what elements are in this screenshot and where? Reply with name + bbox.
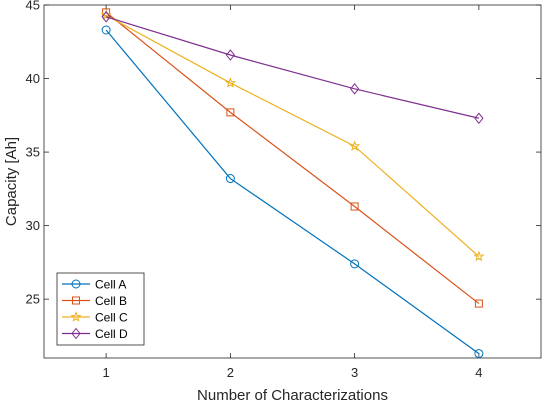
diamond-point [101,10,111,23]
circle-point [350,259,360,269]
x-tick-label: 3 [351,365,358,380]
y-tick-label: 45 [26,0,40,13]
legend-marker [71,279,81,289]
series-cell-c [100,9,485,262]
circle-point [101,25,111,35]
legend-item: Cell B [62,294,127,308]
y-tick-label: 25 [26,292,40,307]
star-point [473,250,485,262]
legend-label: Cell A [95,278,126,292]
series-line [105,29,480,355]
star-point [349,140,361,151]
x-tick-label: 1 [103,365,110,380]
x-axis-title: Number of Characterizations [197,387,388,404]
star-point [224,77,236,88]
legend-item: Cell D [62,327,128,341]
series-cell-d [101,10,484,125]
square-point [350,202,359,211]
diamond-point [474,112,484,125]
diamond-point [349,83,360,95]
legend-label: Cell C [95,311,128,325]
square-point [474,299,483,308]
y-tick-label: 40 [26,71,40,86]
legend-marker [70,311,82,322]
x-tick-label: 2 [227,365,234,380]
series-line [105,16,480,119]
legend-marker [72,296,80,305]
series-layer [100,8,485,359]
legend-label: Cell B [95,294,127,308]
series-cell-a [101,25,484,359]
series-cell-b [102,8,483,308]
y-axis-title: Capacity [Ah] [3,137,20,226]
legend: Cell A Cell B Cell C Cell D [56,272,145,346]
legend-label: Cell D [95,327,128,341]
series-line [105,14,480,257]
circle-point [225,174,235,184]
circle-point [474,349,484,359]
y-tick-label: 35 [26,145,40,160]
x-tick-label: 4 [475,365,482,380]
legend-item: Cell C [62,311,128,325]
y-tick-label: 30 [26,218,40,233]
series-line [105,11,480,305]
legend-marker [71,327,81,340]
legend-item: Cell A [62,278,126,292]
y-axis: 25 30 35 40 45 [26,0,541,307]
diamond-point [225,49,236,61]
square-point [226,108,235,117]
